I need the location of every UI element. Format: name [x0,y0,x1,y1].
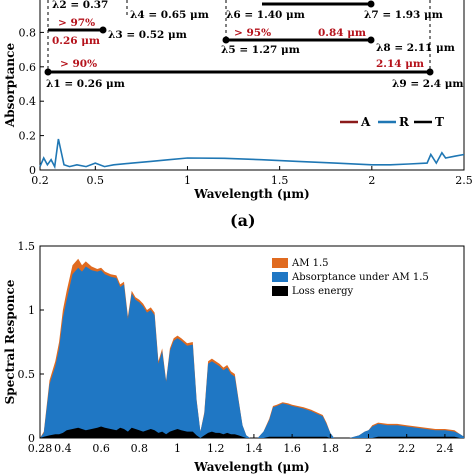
x-tick-label-a: 1 [184,174,191,187]
y-tick-label-a: 0.8 [19,26,37,39]
y-ticks-b: 0 0.5 1 1.5 [18,240,44,445]
x-tick-label-b: 0.6 [92,442,110,455]
y-tick-label-b: 1 [28,304,35,317]
legend-swatch-am15 [272,258,288,268]
legend-label-am15: AM 1.5 [291,258,329,269]
legend-label-absorbed: Absorptance under AM 1.5 [291,272,429,283]
marker-lambda5 [222,36,230,44]
legend-swatch-loss [272,286,288,296]
ann-lambda6: λ6 = 1.40 μm [226,9,305,21]
y-axis-label-a: Absorptance [3,43,17,129]
ann-95: > 95% [234,27,271,39]
ann-lambda1: λ1 = 0.26 μm [46,78,125,90]
x-tick-label-a: 2 [368,174,375,187]
x-tick-label-a: 0.5 [87,174,105,187]
ann-lambda7: λ7 = 1.93 μm [364,9,443,21]
legend-swatch-absorbed [272,272,288,282]
y-ticks-a: 0 0.2 0.4 0.6 0.8 [19,26,44,177]
ann-lambda8: λ8 = 2.11 μm [376,42,455,54]
ann-026: 0.26 μm [52,35,100,47]
ann-lambda9: λ9 = 2.4 μm [392,78,464,90]
legend-label-a: A [360,115,371,129]
x-ticks-a: 0.2 0.5 1 1.5 2 2.5 [31,166,473,187]
legend-a: A R T [340,115,444,129]
ann-lambda2: λ2 = 0.37 [52,0,108,11]
ann-lambda3: λ3 = 0.52 μm [108,29,187,41]
y-axis-label-b: Spectral Responce [3,279,17,404]
spectral-response-chart: 0 0.5 1 1.5 0.28 0.4 0.6 0.8 1 1.2 1.4 1.6 1.8 2 2.2 2… [3,240,465,474]
ann-084: 0.84 μm [318,27,366,39]
series-a [39,138,465,170]
x-tick-label-b: 1.4 [245,442,263,455]
y-tick-label-a: 0.6 [19,61,37,74]
x-tick-label-b: 2.2 [398,442,416,455]
areas-b [40,258,464,438]
ann-lambda4: λ4 = 0.65 μm [130,9,209,21]
y-tick-label-a: 0.2 [19,130,37,143]
marker-lambda3 [99,26,107,34]
y-tick-label-b: 1.5 [18,240,36,253]
x-axis-label-a: Wavelength (μm) [193,187,309,201]
panel-label-a: (a) [230,211,256,230]
area-absorbed [40,266,464,438]
plot-b-frame [39,245,465,439]
x-ticks-b: 0.28 0.4 0.6 0.8 1 1.2 1.4 1.6 1.8 2 2.2 2.4 [28,434,454,455]
marker-lambda1 [44,68,52,76]
legend-label-loss: Loss energy [292,286,354,297]
marker-lambda7 [367,0,375,8]
x-tick-label-a: 0.2 [31,174,49,187]
x-tick-label-b: 1 [174,442,181,455]
x-tick-label-b: 0.8 [131,442,149,455]
series-line-r [39,138,465,170]
y-tick-label-a: 0.4 [19,95,37,108]
y-tick-label-b: 0.5 [18,368,36,381]
x-tick-label-a: 1.5 [271,174,289,187]
ann-214: 2.14 μm [376,58,424,70]
x-tick-label-b: 0.28 [28,442,53,455]
legend-label-t: T [435,115,444,129]
marker-lambda9 [426,68,434,76]
y-tick-label-a: 0 [29,164,36,177]
area-loss [40,426,464,438]
plot-a-frame [39,0,465,171]
ann-97: > 97% [58,17,95,29]
x-tick-label-b: 0.4 [54,442,72,455]
x-tick-label-b: 2.4 [436,442,454,455]
x-tick-label-b: 2 [365,442,372,455]
y-tick-label-b: 0 [28,432,35,445]
ann-lambda5: λ5 = 1.27 μm [221,44,300,56]
x-tick-label-b: 1.6 [283,442,301,455]
ann-90: > 90% [60,58,97,70]
x-tick-label-b: 1.8 [322,442,340,455]
x-tick-label-b: 1.2 [207,442,225,455]
x-tick-label-a: 2.5 [455,174,473,187]
x-axis-label-b: Wavelength (μm) [193,460,309,474]
legend-label-r: R [399,115,410,129]
range-bars [44,0,434,76]
legend-b: AM 1.5 Absorptance under AM 1.5 Loss ene… [272,258,429,297]
marker-lambda8 [367,36,375,44]
absorptance-chart: 00.20.40.60.8 0.2 0.5 1 1.5 2 2.5 λ2 = 0.37 λ… [3,0,473,230]
